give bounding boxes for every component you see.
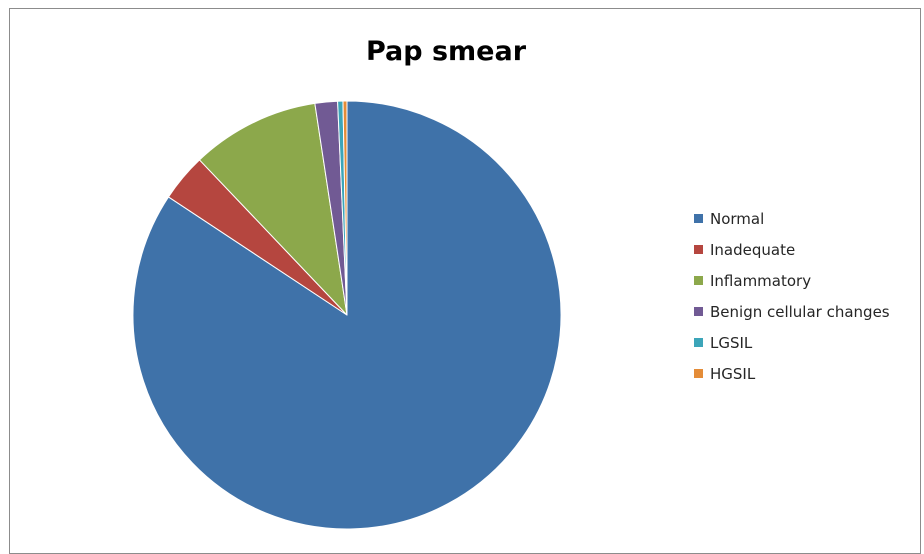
legend-label-hgsil: HGSIL: [710, 364, 756, 383]
legend-item-normal: Normal: [694, 203, 920, 234]
legend: Normal Inadequate Inflammatory Benign cellu…: [694, 203, 920, 389]
legend-swatch-benign-cellular-changes: [694, 307, 703, 316]
legend-label-normal: Normal: [710, 209, 765, 228]
legend-swatch-hgsil: [694, 369, 703, 378]
chart-title: Pap smear: [365, 36, 527, 67]
legend-swatch-inadequate: [694, 245, 703, 254]
legend-item-inflammatory: Inflammatory: [694, 265, 920, 296]
legend-label-inflammatory: Inflammatory: [710, 271, 812, 290]
legend-swatch-lgsil: [694, 338, 703, 347]
pie-slices: [132, 100, 562, 530]
legend-item-benign-cellular-changes: Benign cellular changes: [694, 296, 920, 327]
legend-swatch-normal: [694, 214, 703, 223]
legend-item-hgsil: HGSIL: [694, 358, 920, 389]
legend-label-inadequate: Inadequate: [710, 240, 796, 259]
legend-label-benign-cellular-changes: Benign cellular changes: [710, 302, 890, 321]
legend-item-inadequate: Inadequate: [694, 234, 920, 265]
legend-item-lgsil: LGSIL: [694, 327, 920, 358]
legend-swatch-inflammatory: [694, 276, 703, 285]
pie-slice-inflammatory: [199, 102, 348, 316]
legend-label-lgsil: LGSIL: [710, 333, 753, 352]
pie-slice-hgsil: [342, 100, 348, 316]
